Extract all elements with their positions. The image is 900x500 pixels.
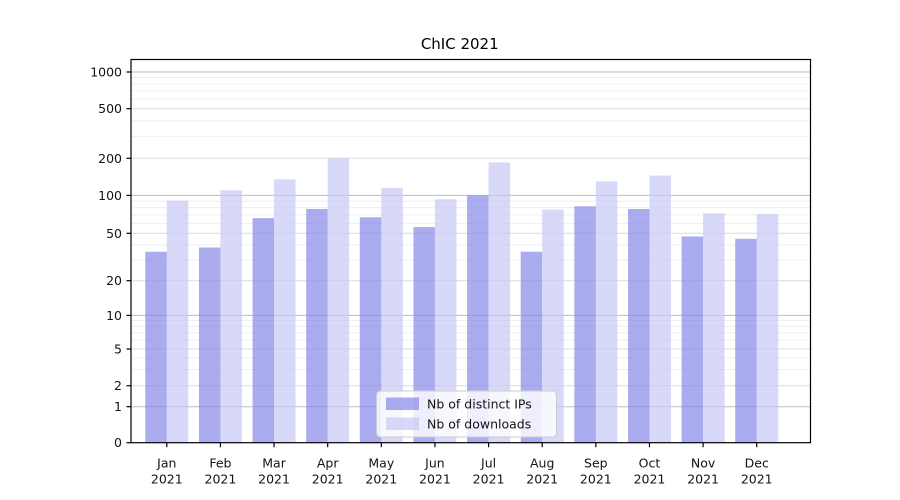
x-tick-label-year: 2021 — [258, 472, 290, 487]
x-axis: Jan2021Feb2021Mar2021Apr2021May2021Jun20… — [151, 442, 773, 487]
x-tick-label-year: 2021 — [741, 472, 773, 487]
bar-distinct-ips-jul — [467, 195, 489, 443]
y-tick-label: 1000 — [90, 65, 122, 80]
bar-distinct-ips-feb — [198, 247, 221, 443]
bar-distinct-ips-jan — [145, 251, 167, 443]
x-tick-label-year: 2021 — [419, 472, 451, 487]
y-tick-label: 200 — [98, 151, 122, 166]
x-tick-label-year: 2021 — [580, 472, 612, 487]
y-tick-label: 20 — [106, 273, 122, 288]
bar-downloads-aug — [542, 209, 564, 443]
y-axis: 0 1 2 5 10 20 50 100 200 500 1000 — [90, 65, 131, 450]
bar-distinct-ips-may — [359, 217, 382, 443]
bar-distinct-ips-sep — [574, 206, 596, 443]
bar-downloads-oct — [649, 175, 671, 443]
chart-title: ChIC 2021 — [421, 35, 499, 53]
legend-label-distinct-ips: Nb of distinct IPs — [427, 397, 532, 412]
x-tick-label-year: 2021 — [151, 472, 183, 487]
y-tick-label: 500 — [98, 101, 122, 116]
bar-distinct-ips-mar — [252, 218, 275, 443]
bar-downloads-may — [381, 187, 403, 443]
legend-label-downloads: Nb of downloads — [427, 417, 531, 432]
x-tick-label-year: 2021 — [473, 472, 505, 487]
bar-distinct-ips-dec — [735, 238, 757, 443]
bar-downloads-mar — [274, 179, 296, 443]
x-tick-label-year: 2021 — [312, 472, 344, 487]
bar-downloads-dec — [756, 214, 779, 443]
x-tick-label-year: 2021 — [205, 472, 237, 487]
bar-distinct-ips-apr — [306, 208, 328, 443]
y-tick-label: 2 — [114, 378, 122, 393]
y-tick-label: 1 — [114, 399, 122, 414]
x-tick-label-month: Mar — [262, 456, 286, 471]
x-tick-label-month: Jul — [480, 456, 496, 471]
bar-downloads-jan — [166, 200, 189, 443]
legend-swatch-distinct-ips — [386, 397, 419, 410]
bar-downloads-sep — [595, 181, 618, 443]
y-tick-label: 10 — [106, 308, 122, 323]
y-tick-label: 50 — [106, 226, 122, 241]
x-tick-label-month: Dec — [745, 456, 769, 471]
bar-downloads-feb — [220, 190, 242, 443]
x-tick-label-month: Jun — [424, 456, 445, 471]
bar-distinct-ips-nov — [681, 236, 704, 443]
bar-distinct-ips-jun — [413, 227, 435, 443]
y-tick-label: 0 — [114, 435, 122, 450]
y-tick-label: 5 — [114, 342, 122, 357]
legend-swatch-downloads — [386, 417, 419, 430]
x-tick-label-month: Sep — [584, 456, 608, 471]
x-tick-label-month: Oct — [639, 456, 661, 471]
bar-downloads-jul — [488, 162, 511, 443]
x-tick-label-month: Apr — [317, 456, 339, 471]
x-tick-label-year: 2021 — [687, 472, 719, 487]
legend: Nb of distinct IPs Nb of downloads — [376, 390, 557, 438]
x-tick-label-month: Aug — [530, 456, 554, 471]
legend-box — [376, 390, 557, 438]
x-tick-label-month: Jan — [156, 456, 176, 471]
bar-distinct-ips-oct — [627, 208, 650, 443]
x-tick-label-month: Feb — [209, 456, 231, 471]
bar-downloads-nov — [703, 213, 725, 443]
x-tick-label-year: 2021 — [526, 472, 558, 487]
x-tick-label-month: Nov — [691, 456, 716, 471]
x-tick-label-year: 2021 — [365, 472, 397, 487]
bar-downloads-jun — [434, 199, 457, 443]
bar-downloads-apr — [327, 158, 350, 443]
y-tick-label: 100 — [98, 188, 122, 203]
plot-border — [130, 58, 812, 444]
x-tick-label-year: 2021 — [634, 472, 666, 487]
x-tick-label-month: May — [368, 456, 394, 471]
